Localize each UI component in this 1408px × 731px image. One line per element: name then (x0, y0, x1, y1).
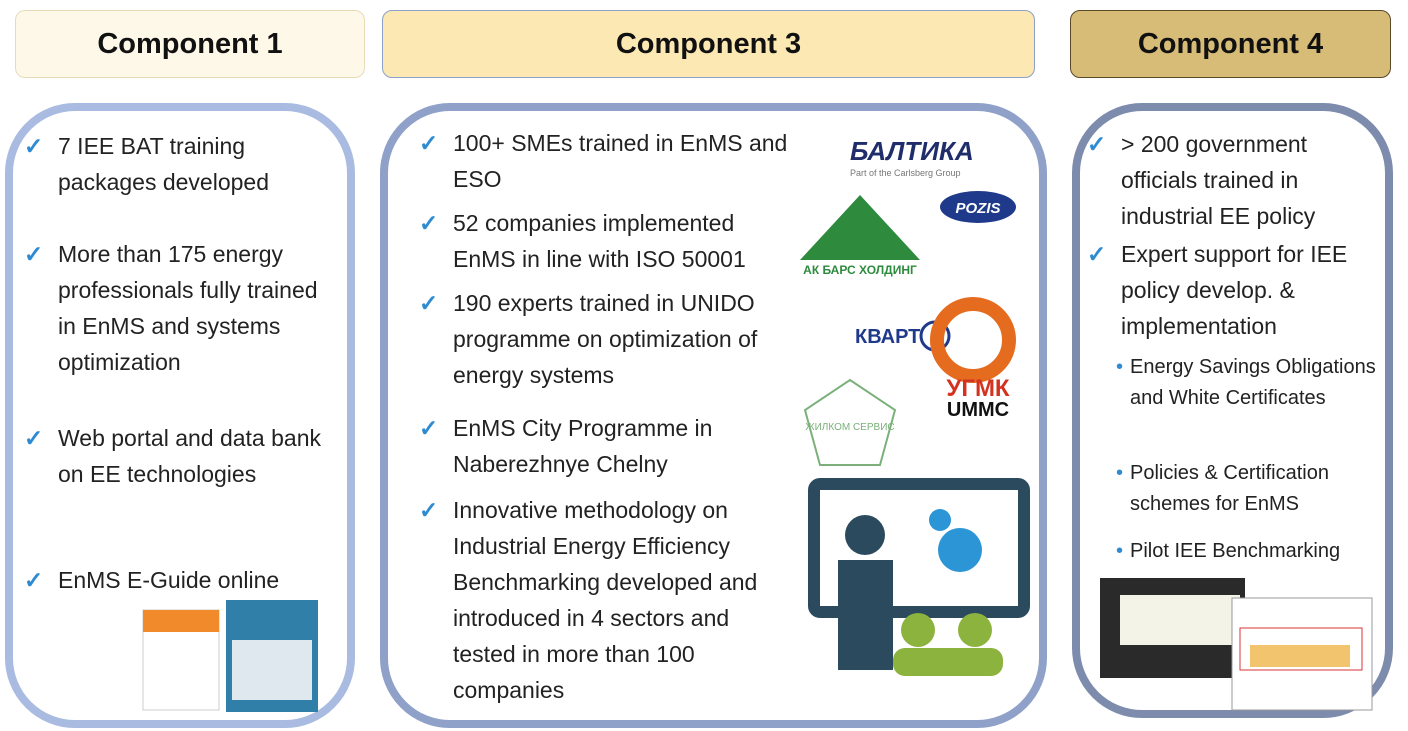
bullet: Innovative methodology on Industrial Ene… (453, 492, 798, 708)
bullet: More than 175 energy professionals fully… (58, 236, 328, 380)
people-icon (893, 648, 1003, 676)
bullet: 190 experts trained in UNIDO programme o… (453, 285, 798, 393)
logo-text: POZIS (955, 200, 1000, 217)
bullet: Expert support for IEE policy develop. &… (1121, 236, 1383, 344)
logo-text: КВАРТ (855, 326, 920, 348)
book-image (232, 640, 312, 700)
bullet: EnMS City Programme in Naberezhnye Cheln… (453, 410, 798, 482)
sub-bullet: Energy Savings Obligations and White Cer… (1130, 352, 1380, 414)
logo-text: UMMC (947, 399, 1009, 421)
bullet: Web portal and data bank on EE technolog… (58, 420, 328, 492)
screenshot (1250, 645, 1350, 667)
logo-text: Part of the Carlsberg Group (850, 168, 961, 178)
sub-bullet: Pilot IEE Benchmarking (1130, 536, 1380, 567)
bullet: > 200 government officials trained in in… (1121, 126, 1383, 234)
gear-icon (929, 509, 951, 531)
screenshot (1120, 595, 1240, 645)
bullet: 52 companies implemented EnMS in line wi… (453, 205, 798, 277)
sub-bullet: Policies & Certification schemes for EnM… (1130, 458, 1380, 520)
logo-text: ЖИЛКОМ СЕРВИС (805, 422, 894, 433)
bullet: EnMS E-Guide online (58, 562, 328, 598)
slide: Component 1 Component 3 Component 4 БАЛТ… (0, 0, 1408, 731)
logo (800, 195, 920, 260)
bullet: 7 IEE BAT training packages developed (58, 128, 328, 200)
logo-text: БАЛТИКА (850, 136, 974, 166)
gear-icon (938, 528, 982, 572)
people-icon (901, 613, 935, 647)
logo-text: АК БАРС ХОЛДИНГ (803, 263, 917, 277)
book-band (143, 610, 219, 632)
logo-text: УГМК (946, 375, 1010, 402)
bullet: 100+ SMEs trained in EnMS and ESO (453, 125, 798, 197)
person-icon (845, 515, 885, 555)
people-icon (958, 613, 992, 647)
person-icon (838, 560, 893, 670)
